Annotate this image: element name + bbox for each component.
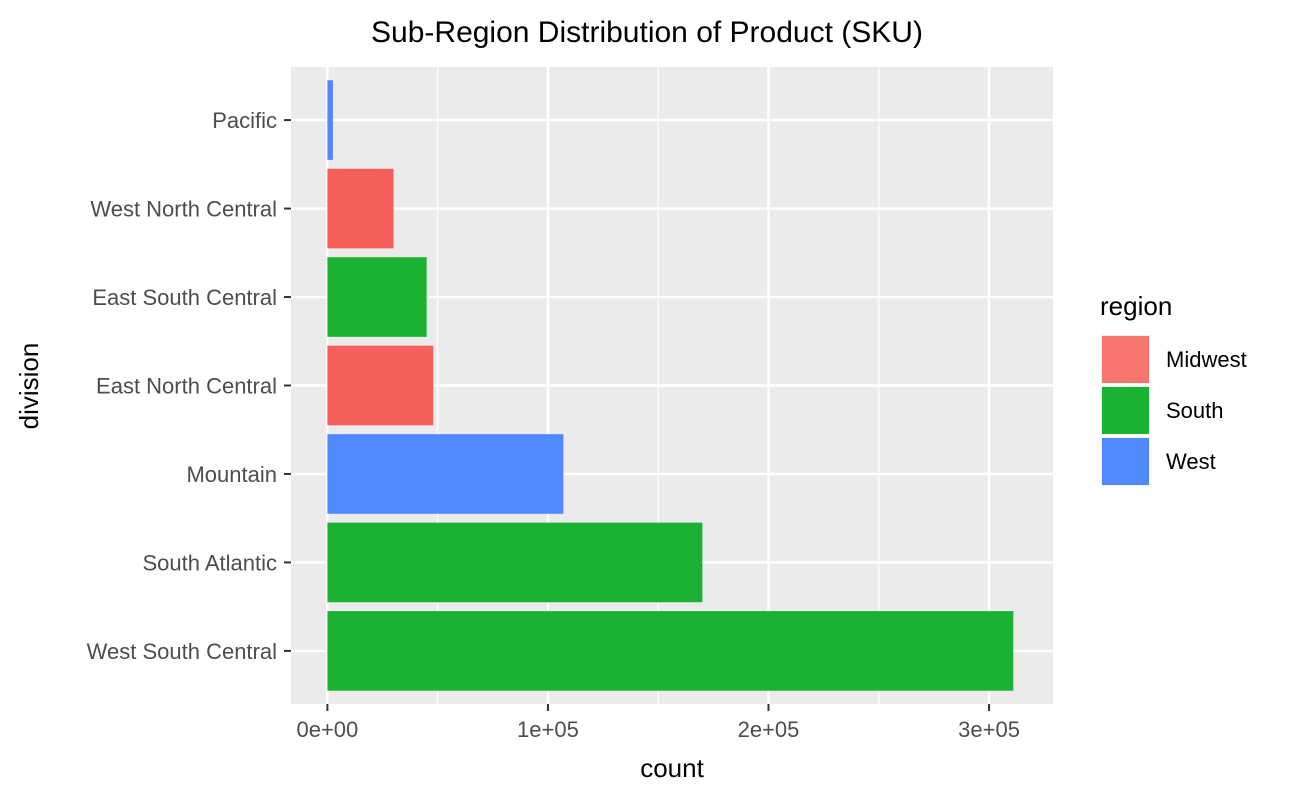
- x-tick-label: 3e+05: [958, 717, 1020, 742]
- legend-label: West: [1166, 449, 1216, 474]
- y-tick-label: Mountain: [186, 462, 277, 487]
- legend-label: South: [1166, 398, 1224, 423]
- legend-items: Midwest South West: [1101, 335, 1247, 486]
- x-axis-title: count: [640, 753, 704, 783]
- x-tick-label: 2e+05: [738, 717, 800, 742]
- bar: [327, 80, 333, 160]
- y-tick-label: East North Central: [96, 374, 277, 399]
- legend-swatch: [1102, 438, 1149, 485]
- chart-title: Sub-Region Distribution of Product (SKU): [371, 16, 923, 49]
- bar: [327, 168, 394, 249]
- legend-label: Midwest: [1166, 347, 1247, 372]
- x-axis: 0e+00 1e+05 2e+05 3e+05: [296, 704, 1020, 742]
- bar: [327, 257, 427, 337]
- y-tick-label: South Atlantic: [142, 550, 277, 575]
- bar: [327, 522, 703, 603]
- bar: [327, 345, 434, 426]
- y-tick-label: East South Central: [92, 285, 277, 310]
- bars: [327, 80, 1014, 691]
- y-axis: West South Central South Atlantic Mountain…: [87, 108, 291, 664]
- y-tick-label: West North Central: [90, 197, 277, 222]
- x-tick-label: 0e+00: [296, 717, 358, 742]
- bar: [327, 434, 564, 514]
- y-axis-title: division: [14, 343, 44, 430]
- legend-title: region: [1100, 291, 1172, 321]
- legend-swatch: [1102, 336, 1149, 383]
- bar: [327, 611, 1014, 691]
- x-tick-label: 1e+05: [517, 717, 579, 742]
- legend-swatch: [1102, 387, 1149, 434]
- y-tick-label: Pacific: [212, 108, 277, 133]
- legend: region Midwest South West: [1100, 291, 1247, 486]
- y-tick-label: West South Central: [87, 639, 277, 664]
